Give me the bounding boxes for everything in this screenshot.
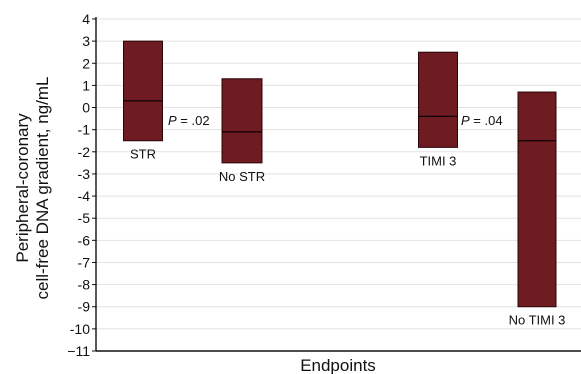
group-label-3: No TIMI 3 [509, 313, 566, 328]
group-label-1: No STR [219, 169, 265, 184]
axes-layer: 4 3 2 1 0 -1 -2 -3 -4 -5 -6 -7 -8 -9 -10 −11 [67, 11, 581, 359]
y-tick-label: -4 [78, 188, 91, 204]
p-value-annotation-1: P = .04 [461, 113, 503, 128]
y-tick-label: -1 [78, 122, 91, 138]
y-axis-label-line1: Peripheral-coronary [13, 113, 32, 263]
y-tick-label: -3 [78, 166, 91, 182]
y-tick-label: −11 [67, 343, 90, 359]
y-tick-label: -6 [78, 232, 91, 248]
group-label-2: TIMI 3 [420, 153, 457, 168]
labels-layer: STR No STR TIMI 3 No TIMI 3 [130, 147, 565, 328]
gridlines [96, 18, 581, 352]
y-tick-label: 3 [82, 33, 90, 49]
p-symbol: P [168, 113, 177, 128]
y-tick-label: -9 [78, 299, 91, 315]
box-1 [221, 78, 263, 164]
y-tick-label: 2 [82, 55, 90, 71]
y-tick-label: 4 [82, 11, 90, 27]
box-2 [418, 51, 458, 148]
box-3 [517, 91, 557, 308]
p-value-annotation-0: P = .02 [168, 113, 210, 128]
y-tick-label: -10 [70, 321, 90, 337]
y-tick-label: -5 [78, 210, 91, 226]
group-label-0: STR [130, 147, 156, 162]
y-tick-label: -7 [78, 254, 91, 270]
y-tick-label: -8 [78, 277, 91, 293]
boxes-layer [123, 40, 557, 308]
y-axis-label-line2: cell-free DNA gradient, ng/mL [33, 77, 52, 300]
y-tick-label: 0 [82, 100, 90, 116]
y-tick-label: -2 [78, 144, 91, 160]
p-symbol: P [461, 113, 470, 128]
annotations-layer: P = .02 P = .04 [168, 113, 503, 128]
y-tick-label: 1 [82, 77, 90, 93]
p-value-text: = .04 [470, 113, 503, 128]
x-axis-label: Endpoints [300, 356, 376, 374]
p-value-text: = .02 [177, 113, 210, 128]
box-0 [123, 40, 163, 142]
